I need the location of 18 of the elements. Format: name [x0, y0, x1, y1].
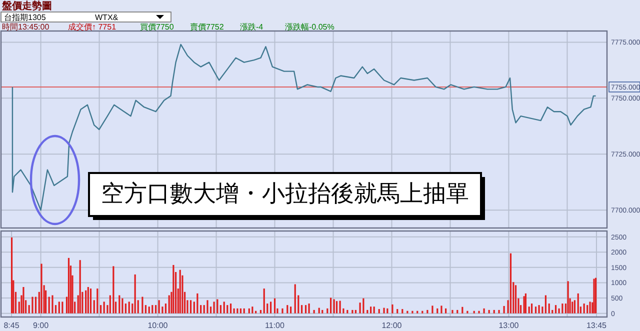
x-tick-label: 13:45 [586, 321, 608, 330]
annotation: 買價7750 [140, 22, 174, 32]
annotation: 賣價7752 [190, 22, 224, 32]
x-tick-label: 13:00 [498, 321, 520, 330]
line-series [12, 44, 596, 211]
text: 台指期1305 [4, 13, 46, 22]
x-tick-label: 9:00 [32, 321, 50, 330]
text: WTX& [95, 13, 119, 22]
x-tick-label: 11:00 [265, 321, 286, 330]
annotation: 空方口數大增・小拉抬後就馬上抽單 [101, 180, 469, 206]
annotation: 漲跌-4 [240, 22, 264, 32]
x-tick-label: 8:45 [4, 321, 20, 330]
x-tick-label: 12:00 [382, 321, 402, 330]
chart-title: 盤價走勢圖 [1, 0, 52, 12]
annotation: 漲跌幅-0.05% [285, 22, 334, 32]
annotation: 時間13:45:00 [2, 22, 50, 32]
x-tick-label: 10:00 [148, 321, 168, 330]
annotation: 成交價↑ 7751 [68, 22, 117, 32]
